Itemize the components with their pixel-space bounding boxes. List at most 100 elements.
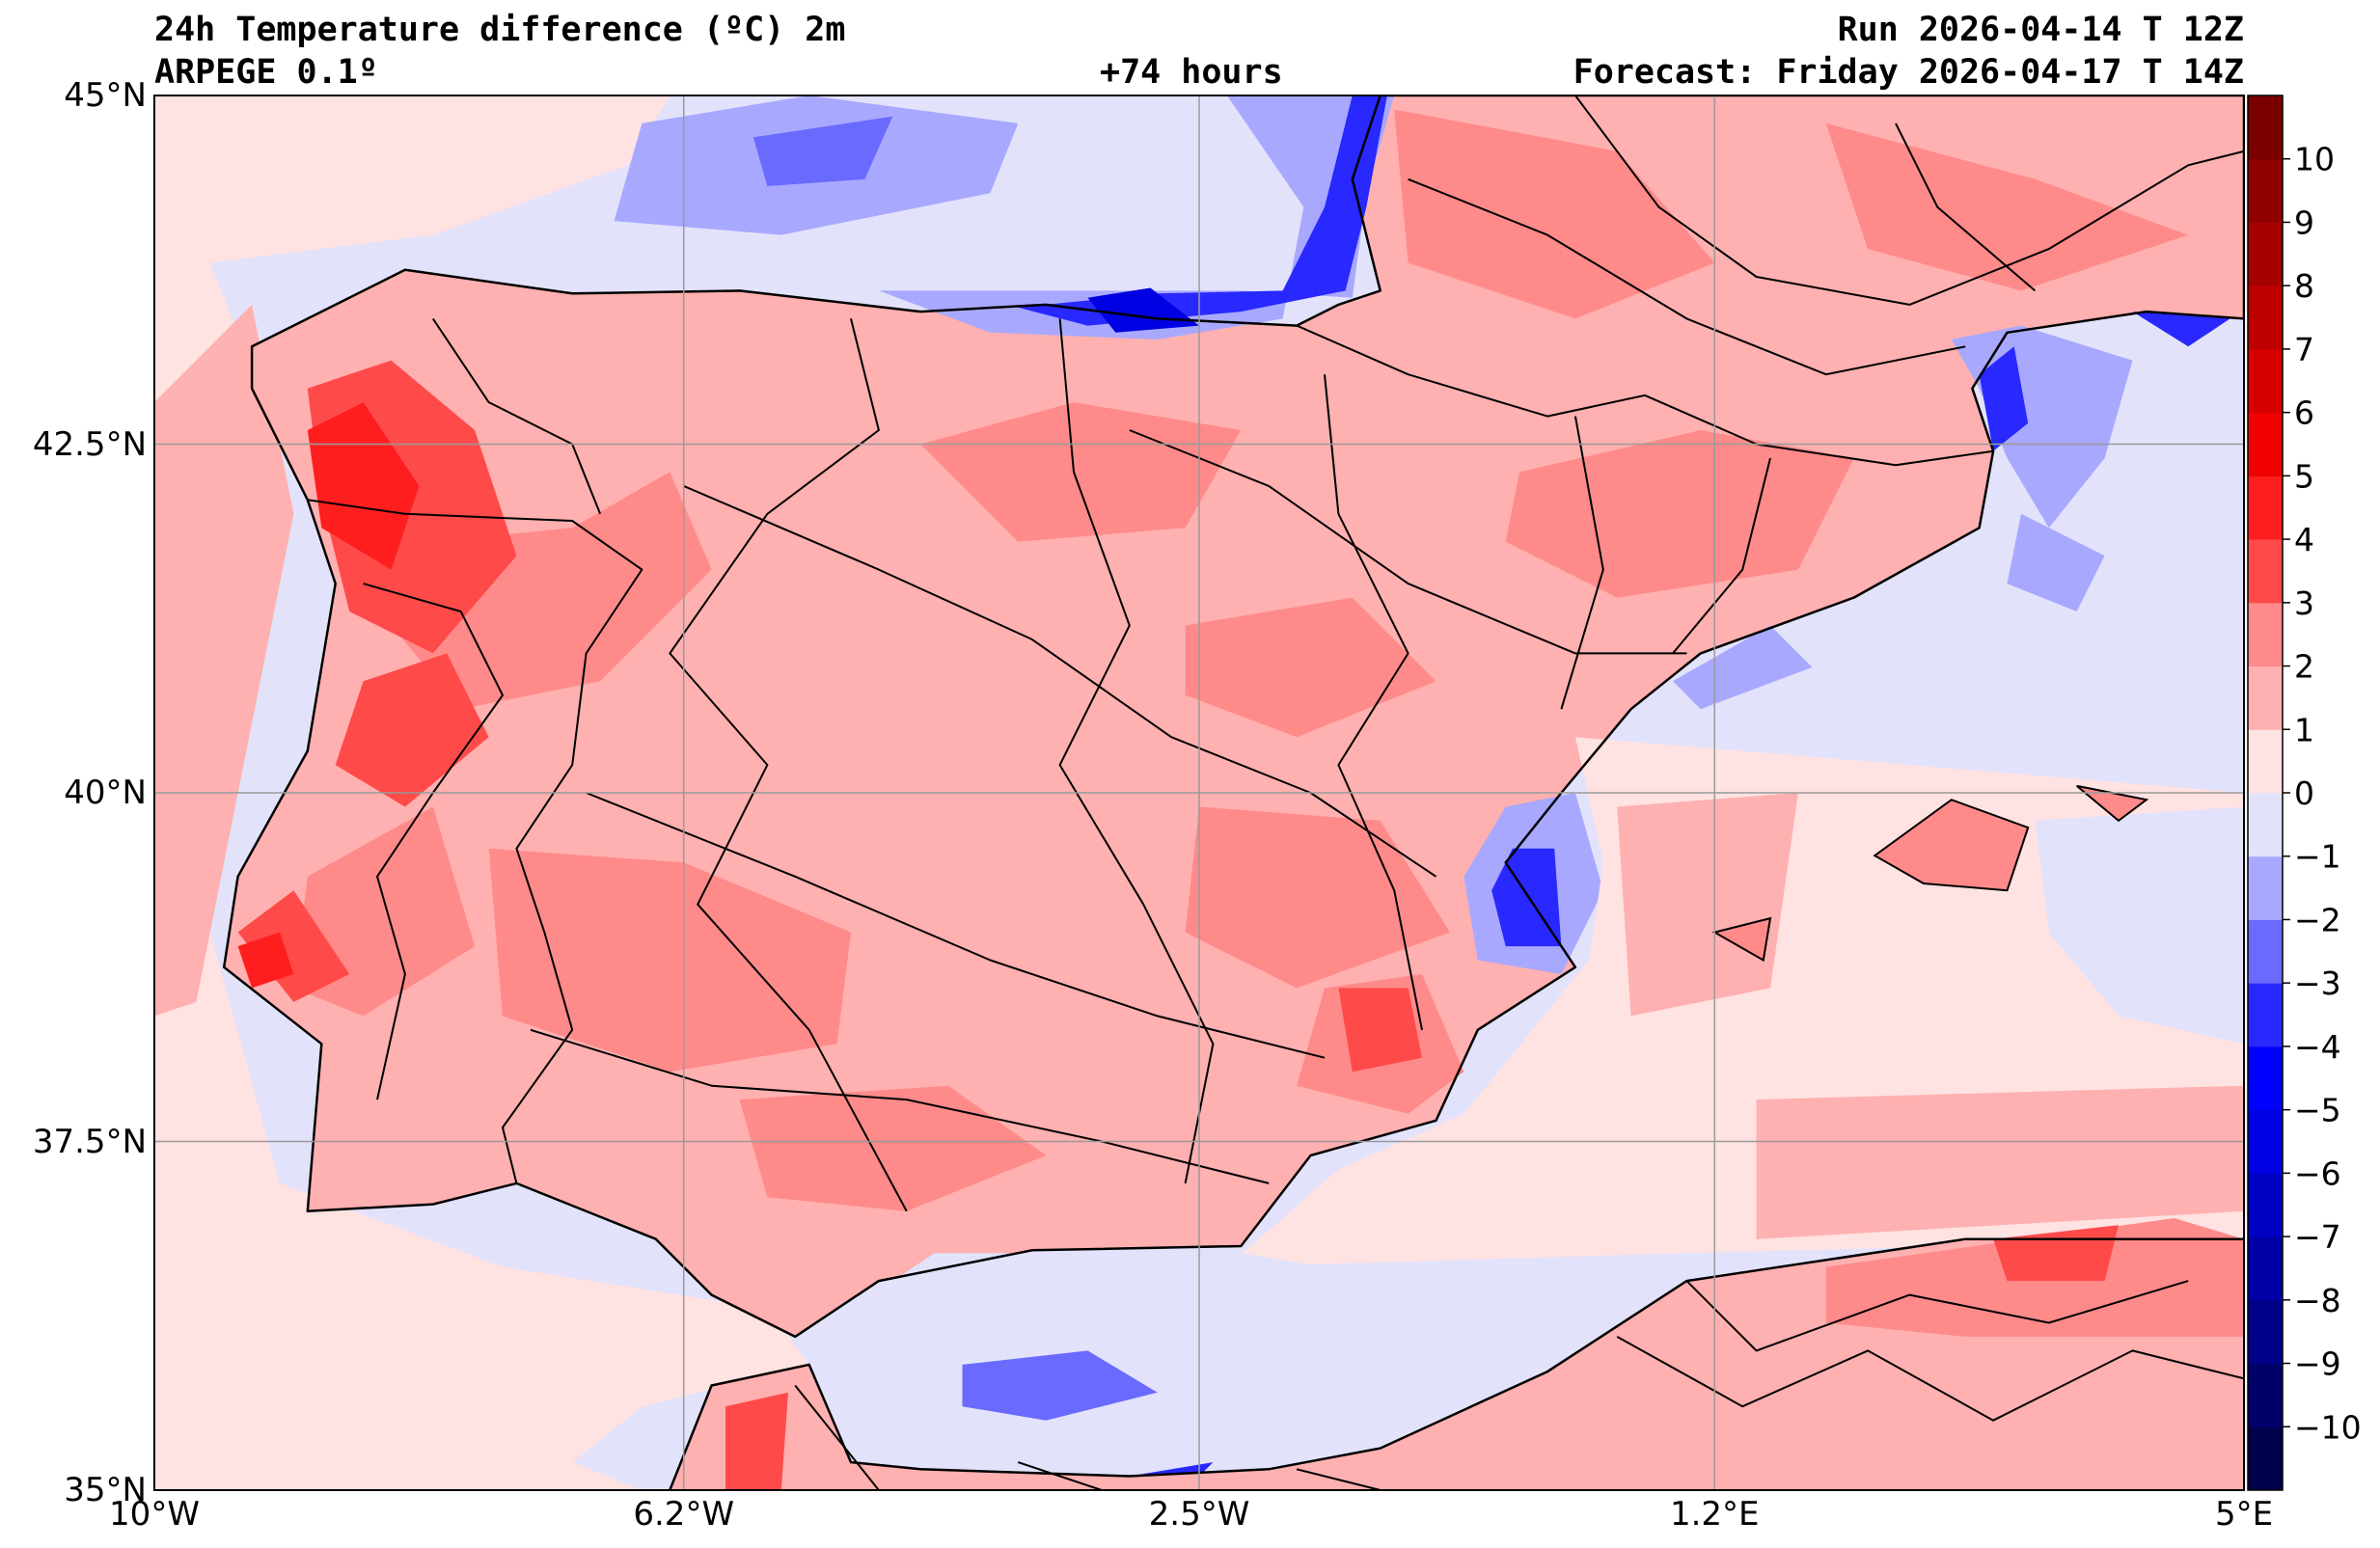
warm-patch-2-7 [1394,109,1715,319]
colorbar-tick-label: 1 [2294,711,2314,748]
warm-patch-4-1 [237,932,294,989]
colorbar-band [2248,475,2283,540]
colorbar-band [2248,348,2283,414]
colorbar-tick-label: 0 [2294,774,2314,812]
colorbar-band [2248,1046,2283,1111]
admin-border-8 [1324,374,1423,1030]
admin-border-0 [307,499,643,1184]
colorbar-band [2248,919,2283,984]
colorbar-tick-label: −3 [2294,964,2341,1002]
admin-border-1 [1296,324,1994,467]
warm-patch-2-5 [739,1085,1047,1211]
map-title: 24h Temperature difference (ºC) 2m [154,11,846,49]
lon-tick-label: 10°W [109,1495,200,1534]
warm-patch-2-2 [920,402,1242,542]
admin-border-13 [1574,95,2244,306]
lead-time-label: +74 hours [1100,53,1283,92]
iberia-coastline [222,95,2244,1339]
gridlines [154,95,2244,1490]
lon-tick-label: 1.2°E [1669,1495,1760,1534]
colorbar-band [2248,1426,2283,1491]
colorbar-tick-label: −7 [2294,1218,2341,1256]
admin-border-14 [1408,177,1966,376]
colorbar-tick-label: 3 [2294,584,2314,622]
run-label: Run 2026-04-14 T 12Z [1837,11,2244,49]
forecast-label: Forecast: Friday 2026-04-17 T 14Z [1573,53,2244,92]
colorbar-tick-label: 10 [2294,141,2335,178]
colorbar-band [2248,855,2283,920]
colorbar-tick-label: 4 [2294,521,2314,558]
admin-border-10 [1672,457,1771,655]
map-plot-area [154,95,2244,1490]
cool-ebro-delta [1673,625,1813,710]
warm-patch-2-1 [488,848,851,1073]
lat-tick-label: 40°N [64,774,147,812]
map-frame [153,95,2245,1491]
colorbar-tick-label: −10 [2294,1408,2362,1446]
lon-tick-label: 5°E [2214,1495,2274,1534]
colorbar-tick-label: −5 [2294,1092,2341,1129]
lon-tick-label: 2.5°W [1148,1495,1250,1534]
colorbar-band [2248,1236,2283,1301]
lat-tick-label: 37.5°N [32,1122,147,1161]
admin-border-17 [1017,1461,1103,1490]
colorbar-band [2248,222,2283,286]
colorbar-band [2248,285,2283,350]
colorbar-tick-label: 8 [2294,267,2314,305]
colorbar-tick-label: 2 [2294,648,2314,686]
cool-alboran-core [962,1350,1158,1421]
warm-sea-south [1756,1085,2244,1239]
colorbar-band [2248,1299,2283,1365]
lon-tick-label: 6.2°W [633,1495,735,1534]
colorbar-band [2248,665,2283,730]
cool-provence-strip [2132,312,2230,347]
colorbar-tick-label: −9 [2294,1345,2341,1383]
colorbar-tick-label: −6 [2294,1154,2341,1192]
admin-border-15 [1895,122,2037,292]
admin-border-19 [1616,1336,2244,1422]
cool-sea-east [2035,806,2244,1045]
admin-border-12 [431,317,602,515]
atlantic-coastal-warm-band [154,304,294,1017]
north-africa-warm-west [725,1392,788,1490]
warm-patch-2-3 [1185,806,1450,989]
cool-biscay-east-core [1018,95,1387,326]
lat-tick-label: 35°N [64,1471,147,1509]
colorbar-band [2248,539,2283,604]
admin-border-9 [1560,416,1604,710]
balearic-island-2 [1711,916,1772,963]
admin-border-3 [683,484,1437,878]
warm-patch-2-9 [1185,597,1436,738]
colorbar-band [2248,793,2283,857]
admin-border-16 [794,1384,880,1490]
colorbar-band [2248,1109,2283,1174]
admin-border-18 [1296,1468,1381,1490]
lat-tick-label: 42.5°N [32,424,147,464]
colorbar-tick-label: −4 [2294,1028,2341,1066]
colorbar-band [2248,1173,2283,1237]
admin-border-20 [1685,1280,2189,1352]
admin-border-7 [1058,318,1215,1184]
colorbar-tick-label: −8 [2294,1282,2341,1319]
colorbar-band [2248,158,2283,223]
admin-border-2 [1129,429,1687,655]
atlantic-warm-sector [154,95,670,347]
cool-alboran [808,1253,1478,1463]
cool-basque-core [1087,287,1199,333]
colorbar-band [2248,412,2283,476]
colorbar-tick-label: −1 [2294,838,2341,876]
colorbar-tick-label: 6 [2294,394,2314,432]
colorbar-band [2248,983,2283,1047]
colorbar-band [2248,95,2283,160]
cool-gulf-lion-core [1979,346,2029,451]
colorbar-tick-label: 7 [2294,331,2314,368]
lat-tick-label: 45°N [64,76,147,115]
colorbar-tick-label: 5 [2294,457,2314,495]
colorbar-tick-label: −2 [2294,901,2341,938]
cool-biscay-west-core [752,116,893,186]
warm-patch-3-2 [237,890,350,1002]
colorbar-band [2248,602,2283,667]
admin-border-5 [530,1028,1270,1184]
